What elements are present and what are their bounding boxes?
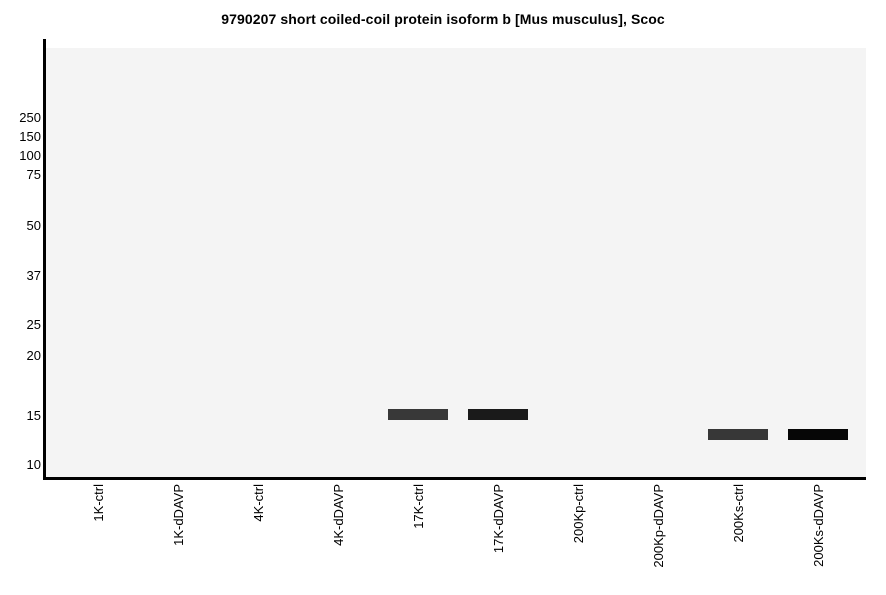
x-tick-label: 200Ks-dDAVP xyxy=(811,484,826,567)
x-tick-label: 200Kp-ctrl xyxy=(571,484,586,544)
x-tick-label: 200Ks-ctrl xyxy=(731,484,746,543)
x-tick-label: 4K-ctrl xyxy=(251,484,266,522)
blot-band xyxy=(788,428,848,440)
y-tick-label: 150 xyxy=(19,129,41,144)
y-tick-label: 10 xyxy=(26,457,41,472)
x-axis-line xyxy=(43,477,866,480)
y-tick-label: 250 xyxy=(19,110,41,125)
x-tick-label: 1K-ctrl xyxy=(91,484,106,522)
y-tick-label: 100 xyxy=(19,148,41,163)
y-axis-line xyxy=(43,39,46,480)
x-tick-label: 200Kp-dDAVP xyxy=(651,484,666,568)
y-tick-label: 20 xyxy=(26,348,41,363)
blot-band xyxy=(388,409,448,421)
x-tick-label: 17K-ctrl xyxy=(411,484,426,529)
blot-band xyxy=(468,409,528,421)
y-tick-label: 75 xyxy=(26,167,41,182)
plot-area xyxy=(46,48,866,477)
x-tick-label: 1K-dDAVP xyxy=(171,484,186,546)
x-tick-label: 17K-dDAVP xyxy=(491,484,506,554)
y-tick-label: 25 xyxy=(26,317,41,332)
y-tick-label: 37 xyxy=(26,268,41,283)
blot-band xyxy=(708,428,768,440)
y-tick-label: 15 xyxy=(26,408,41,423)
x-tick-label: 4K-dDAVP xyxy=(331,484,346,546)
y-tick-label: 50 xyxy=(26,218,41,233)
chart-title: 9790207 short coiled-coil protein isofor… xyxy=(221,11,665,27)
